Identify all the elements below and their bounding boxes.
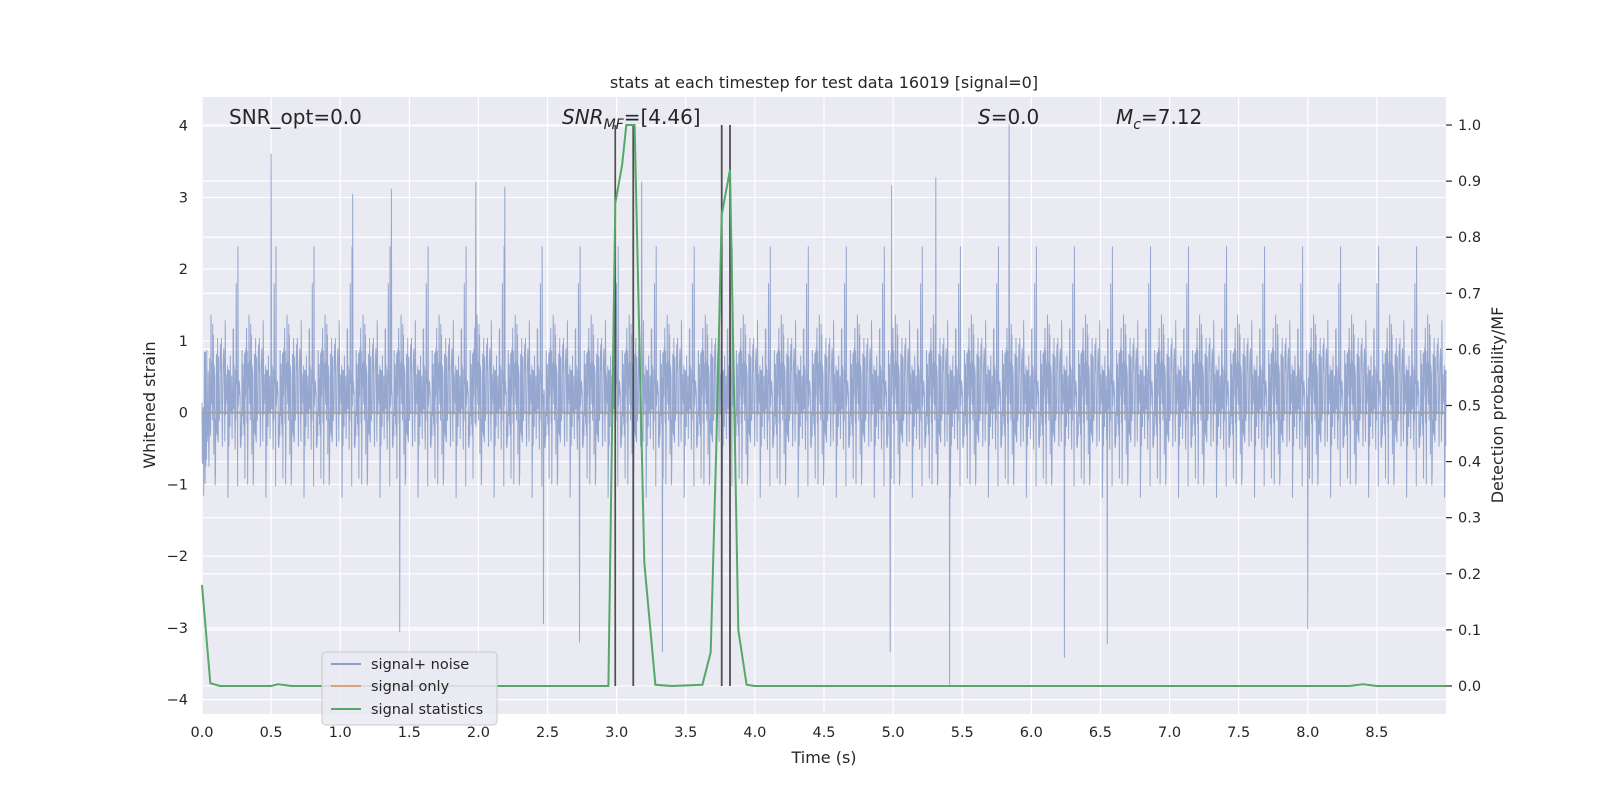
y-tick-label-left: 1 <box>179 334 188 350</box>
y-tick-label-right: 0.6 <box>1458 342 1481 358</box>
legend-label-signal-noise: signal+ noise <box>371 657 469 673</box>
x-tick-label: 8.0 <box>1296 725 1319 741</box>
x-tick-label: 0.0 <box>190 725 213 741</box>
y-tick-label-right: 0.1 <box>1458 623 1481 639</box>
y-tick-label-right: 0.8 <box>1458 230 1481 246</box>
x-tick-label: 7.5 <box>1227 725 1250 741</box>
y-tick-label-right: 0.4 <box>1458 455 1481 471</box>
x-tick-label: 4.5 <box>812 725 835 741</box>
x-tick-label: 1.0 <box>329 725 352 741</box>
y-tick-label-left: −2 <box>167 549 188 565</box>
x-axis-ticks: 0.0 0.5 1.0 1.5 2.0 2.5 3.0 3.5 4.0 4.5 5.0 5.5 6.0 6… <box>190 725 1388 741</box>
legend: signal+ noise signal only signal statist… <box>321 651 498 726</box>
chart-title: stats at each timestep for test data 160… <box>610 73 1038 92</box>
signal-statistics-line <box>201 124 1446 688</box>
legend-label-signal-only: signal only <box>371 679 450 695</box>
y-tick-label-left: 4 <box>179 119 188 135</box>
signal-noise-series <box>201 124 1447 685</box>
y-tick-label-right: 1.0 <box>1458 118 1481 134</box>
y-tick-label-left: 0 <box>179 406 188 422</box>
grid-layer <box>201 97 1446 714</box>
y-tick-label-right: 0.2 <box>1458 567 1481 583</box>
y-tick-label-left: −1 <box>167 477 188 493</box>
x-tick-label: 5.5 <box>951 725 974 741</box>
x-tick-label: 2.5 <box>536 725 559 741</box>
x-axis-label: Time (s) <box>790 748 856 767</box>
y-tick-label-right: 0.0 <box>1458 679 1481 695</box>
x-tick-label: 7.0 <box>1158 725 1181 741</box>
y-tick-label-right: 0.3 <box>1458 511 1481 527</box>
y-tick-label-left: 2 <box>179 262 188 278</box>
legend-box <box>321 651 498 726</box>
y-tick-label-right: 0.5 <box>1458 399 1481 415</box>
x-tick-label: 6.5 <box>1089 725 1112 741</box>
y-tick-label-left: 3 <box>179 190 188 206</box>
y-tick-label-right: 0.7 <box>1458 286 1481 302</box>
x-tick-label: 3.0 <box>605 725 628 741</box>
y-axis-right-label: Detection probability/MF <box>1488 307 1507 504</box>
legend-label-signal-statistics: signal statistics <box>371 702 483 718</box>
x-tick-label: 1.5 <box>398 725 421 741</box>
x-tick-label: 8.5 <box>1365 725 1388 741</box>
signal-statistics-series <box>201 124 1446 688</box>
y-axis-left-ticks: 4 3 2 1 0 −1 −2 −3 −4 <box>167 119 188 709</box>
x-tick-label: 3.5 <box>674 725 697 741</box>
annotation-mc: Mc=7.12 <box>1116 105 1202 133</box>
signal-noise-line <box>201 124 1447 685</box>
y-axis-right-ticks: 1.0 0.9 0.8 0.7 0.6 0.5 0.4 0.3 0.2 0.1 0.0 <box>1446 118 1481 695</box>
annotation-snr-opt: SNR_opt=0.0 <box>229 105 362 129</box>
y-tick-label-right: 0.9 <box>1458 174 1481 190</box>
y-tick-label-left: −3 <box>167 621 188 637</box>
x-tick-label: 0.5 <box>260 725 283 741</box>
annotation-snr-mf: SNRMF=[4.46] <box>562 105 701 133</box>
x-tick-label: 2.0 <box>467 725 490 741</box>
x-tick-label: 5.0 <box>882 725 905 741</box>
annotation-s: S=0.0 <box>978 105 1039 129</box>
y-axis-left-label: Whitened strain <box>140 341 159 468</box>
y-tick-label-left: −4 <box>167 693 188 709</box>
x-tick-label: 6.0 <box>1020 725 1043 741</box>
x-tick-label: 4.0 <box>743 725 766 741</box>
